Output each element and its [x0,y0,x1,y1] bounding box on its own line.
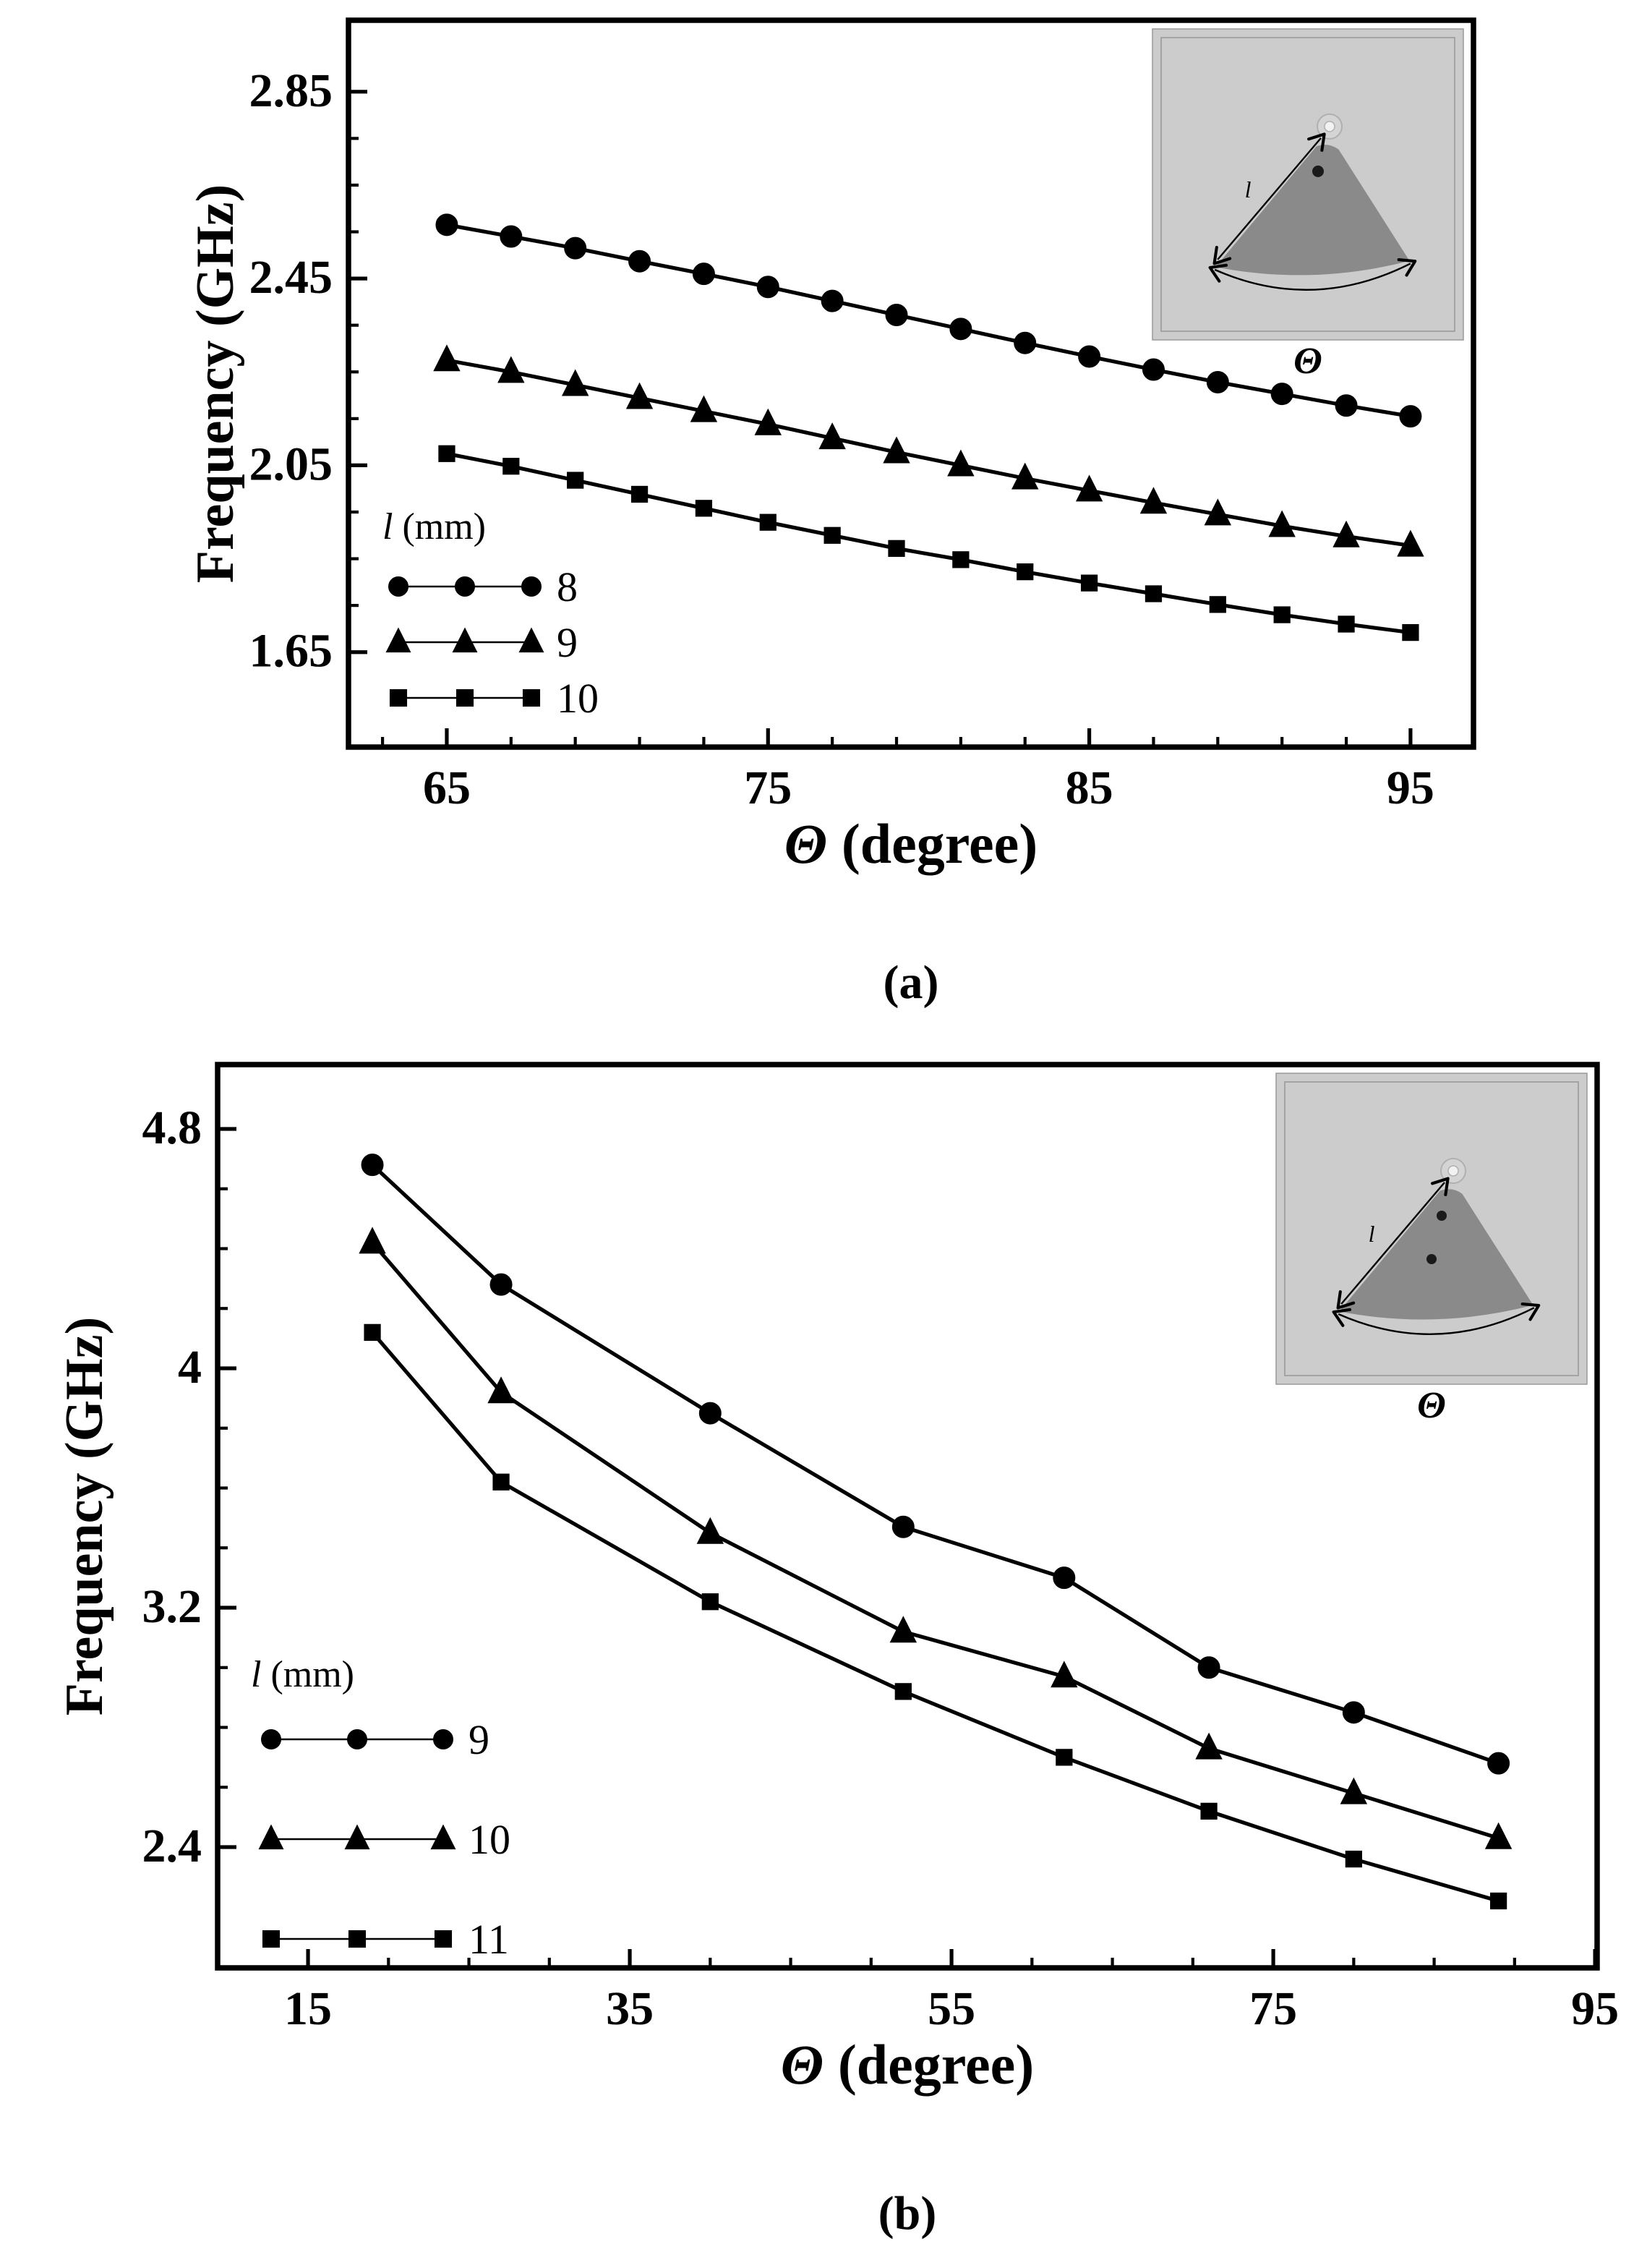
svg-text:85: 85 [1066,762,1113,814]
svg-text:Θ (degree): Θ (degree) [784,812,1038,875]
svg-text:9: 9 [557,619,578,666]
svg-text:75: 75 [1249,1982,1297,2035]
svg-text:8: 8 [557,563,578,610]
svg-text:(b): (b) [878,2187,937,2240]
svg-text:65: 65 [423,762,471,814]
svg-text:2.4: 2.4 [142,1820,202,1872]
svg-text:3.2: 3.2 [142,1580,202,1633]
svg-text:Frequency (GHz): Frequency (GHz) [186,184,245,583]
svg-text:2.85: 2.85 [249,64,333,117]
svg-text:4: 4 [178,1341,202,1394]
svg-text:95: 95 [1571,1982,1619,2035]
svg-text:l: l [1369,1221,1375,1247]
svg-text:15: 15 [284,1982,332,2035]
svg-text:l (mm): l (mm) [251,1654,354,1695]
svg-text:Θ (degree): Θ (degree) [781,2033,1034,2096]
svg-text:Frequency (GHz): Frequency (GHz) [55,1317,114,1715]
svg-text:Θ: Θ [1293,341,1322,382]
svg-text:10: 10 [469,1816,510,1863]
svg-text:Θ: Θ [1417,1385,1446,1426]
svg-text:9: 9 [469,1716,489,1763]
svg-text:l: l [1245,176,1252,202]
svg-text:2.45: 2.45 [249,251,333,304]
svg-text:l (mm): l (mm) [382,506,486,547]
svg-text:11: 11 [469,1916,509,1963]
svg-text:55: 55 [928,1982,975,2035]
svg-text:10: 10 [557,675,599,722]
svg-text:4.8: 4.8 [142,1101,202,1154]
svg-text:35: 35 [606,1982,654,2035]
svg-text:95: 95 [1387,762,1434,814]
svg-text:(a): (a) [884,956,939,1009]
svg-text:2.05: 2.05 [249,438,333,490]
svg-text:75: 75 [744,762,792,814]
svg-text:1.65: 1.65 [249,625,333,678]
